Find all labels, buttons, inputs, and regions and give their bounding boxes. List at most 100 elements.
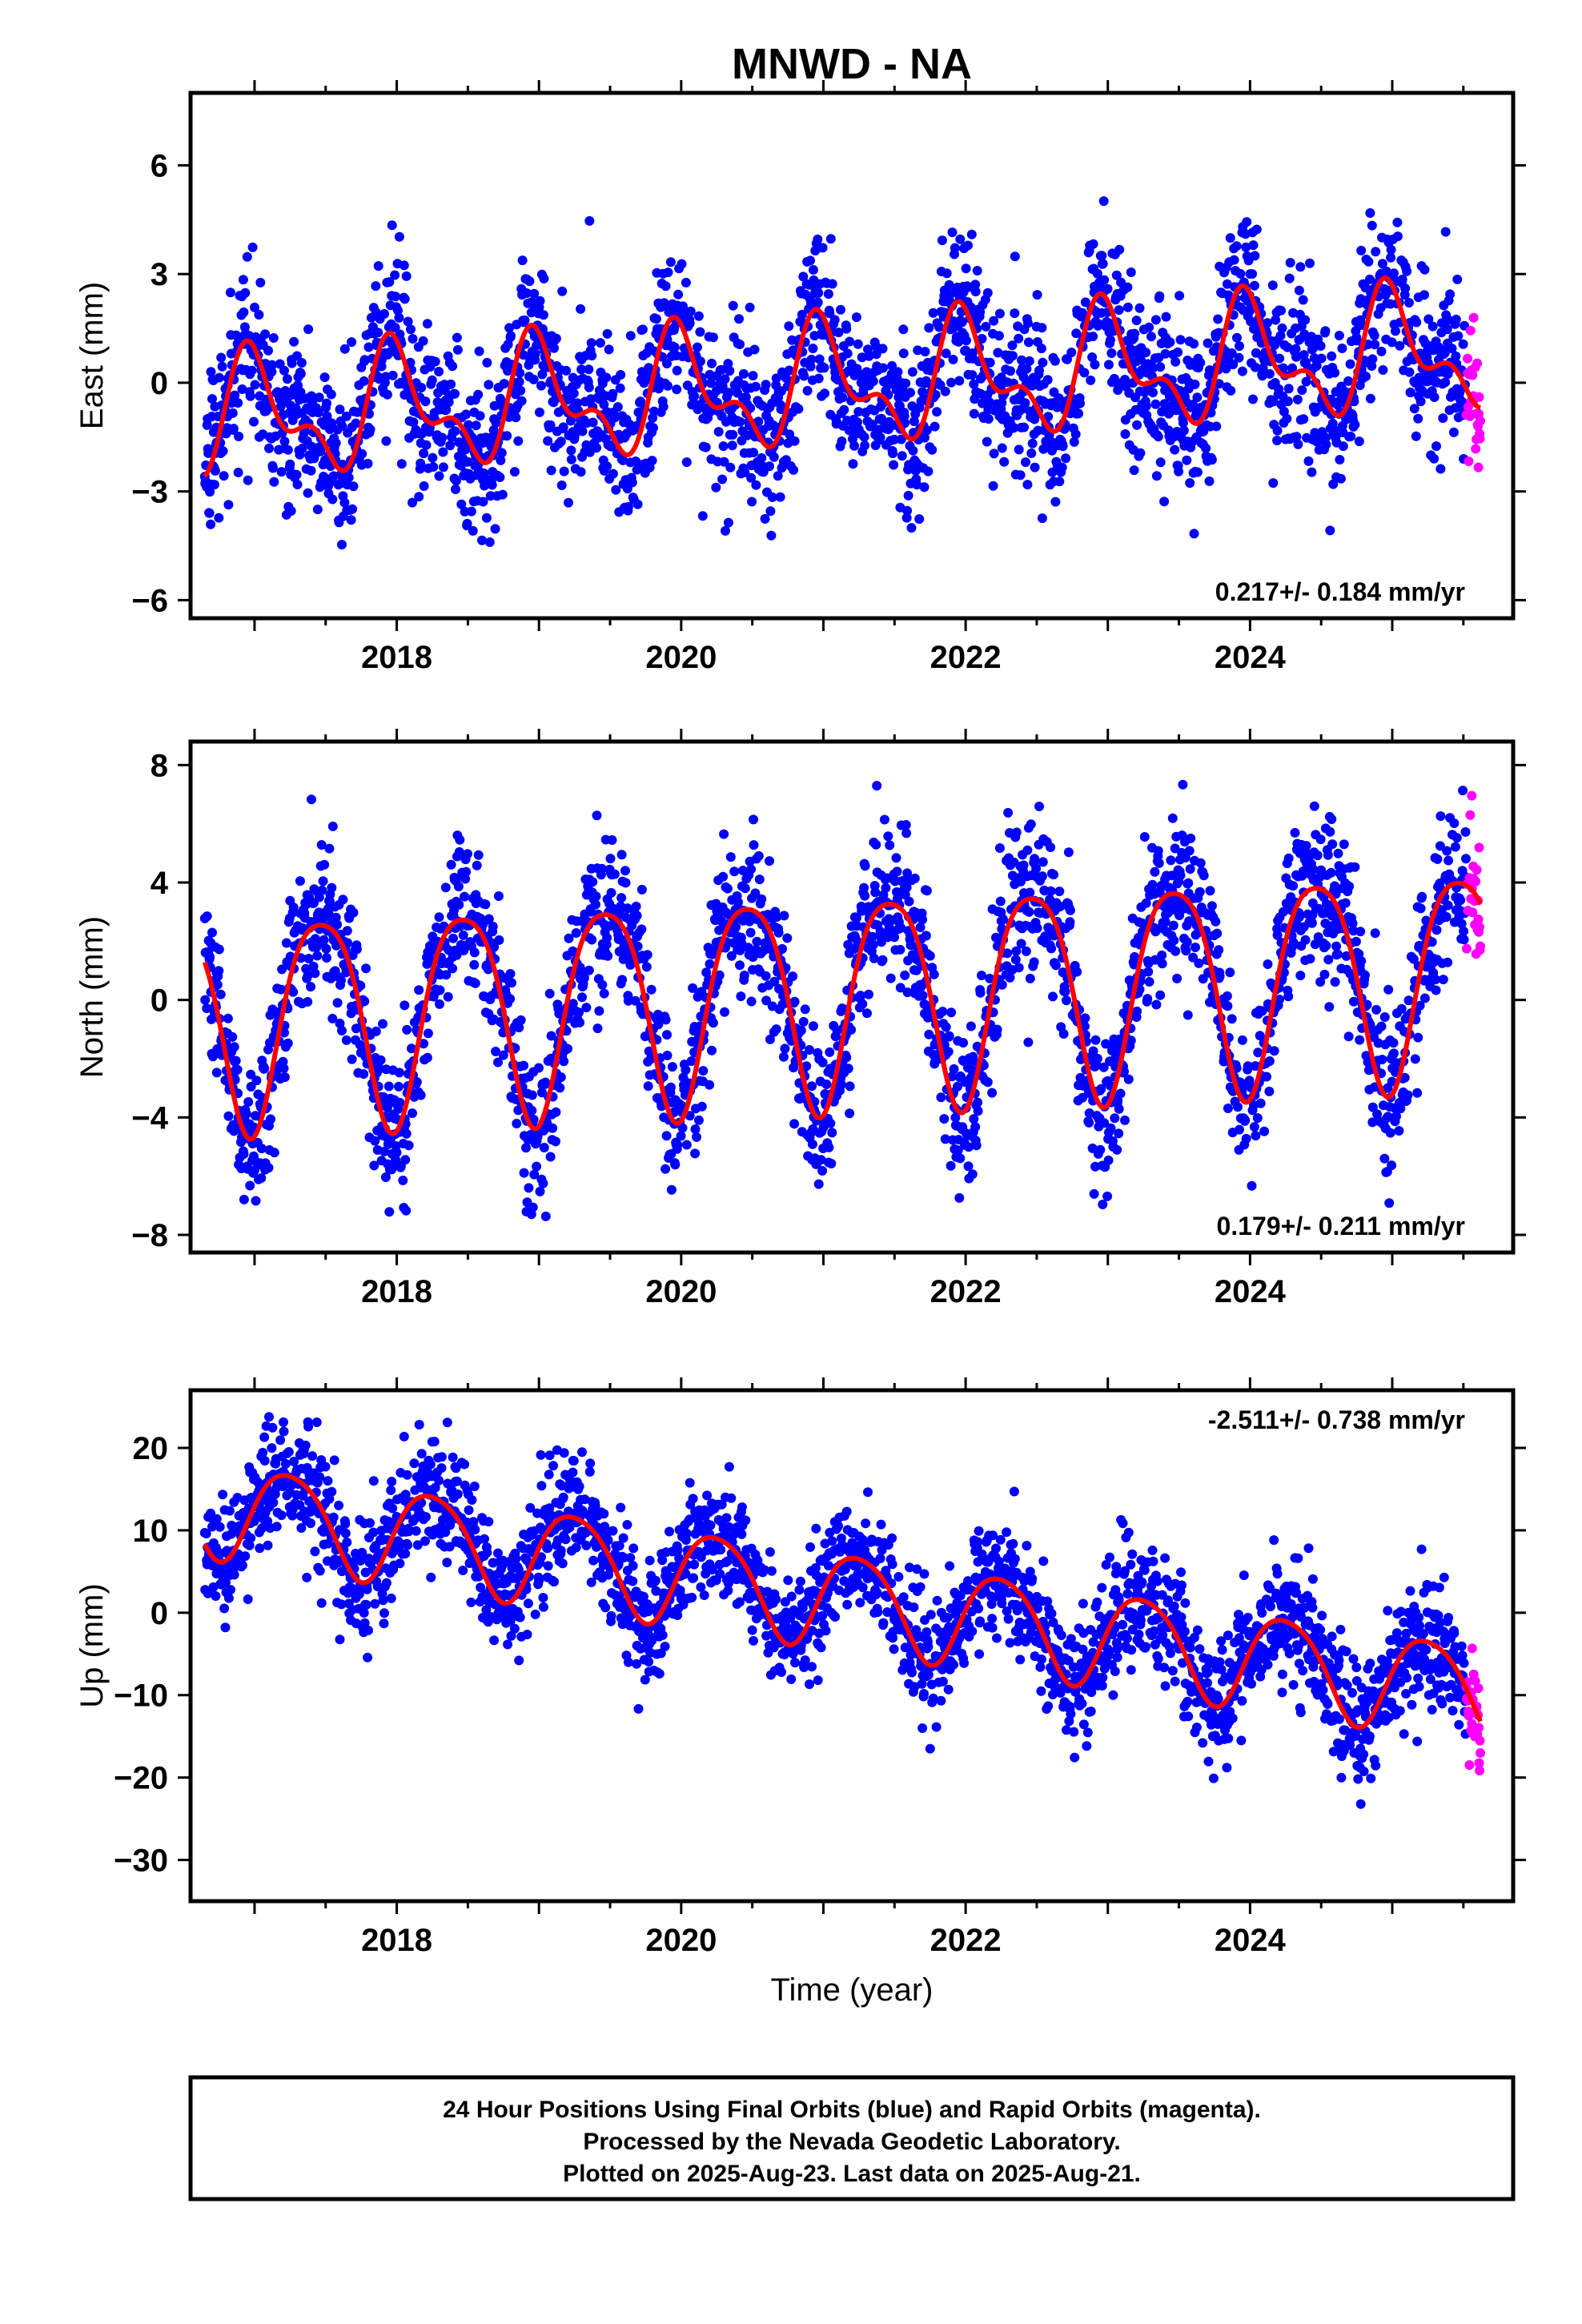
final-orbit-point: [448, 963, 458, 974]
final-orbit-point: [875, 432, 885, 443]
final-orbit-point: [327, 883, 337, 893]
final-orbit-point: [1097, 251, 1107, 261]
final-orbit-point: [1388, 1038, 1399, 1048]
final-orbit-point: [1376, 346, 1387, 356]
final-orbit-point: [494, 935, 504, 945]
final-orbit-point: [1361, 372, 1371, 381]
final-orbit-point: [967, 370, 978, 380]
final-orbit-point: [896, 923, 906, 933]
final-orbit-point: [584, 215, 595, 226]
final-orbit-point: [276, 984, 287, 995]
final-orbit-point: [1155, 990, 1166, 1000]
final-orbit-point: [1016, 876, 1026, 887]
final-orbit-point: [825, 234, 836, 244]
final-orbit-point: [539, 273, 549, 283]
final-orbit-point: [735, 960, 745, 971]
final-orbit-point: [947, 227, 958, 238]
final-orbit-point: [939, 1114, 950, 1124]
final-orbit-point: [1387, 337, 1397, 348]
final-orbit-point: [823, 289, 833, 300]
final-orbit-point: [690, 1124, 701, 1134]
rapid-orbit-point: [1464, 456, 1474, 466]
final-orbit-point: [739, 971, 749, 980]
final-orbit-point: [825, 1047, 835, 1057]
final-orbit-point: [963, 1161, 974, 1172]
final-orbit-point: [1049, 870, 1058, 880]
final-orbit-point: [1377, 259, 1387, 269]
final-orbit-point: [928, 308, 938, 318]
final-orbit-point: [962, 336, 971, 346]
final-orbit-point: [422, 1052, 432, 1063]
final-orbit-point: [1151, 999, 1162, 1010]
final-orbit-point: [1014, 963, 1024, 973]
final-orbit-point: [535, 407, 544, 417]
final-orbit-point: [1267, 280, 1278, 291]
final-orbit-point: [568, 388, 579, 399]
final-orbit-point: [1148, 363, 1158, 373]
final-orbit-point: [297, 443, 307, 453]
final-orbit-point: [1120, 429, 1130, 439]
final-orbit-point: [435, 985, 445, 995]
final-orbit-point: [1007, 340, 1018, 351]
final-orbit-point: [745, 927, 756, 938]
final-orbit-point: [662, 1051, 673, 1060]
final-orbit-point: [419, 448, 429, 459]
final-orbit-point: [1026, 819, 1036, 830]
final-orbit-point: [1291, 344, 1301, 354]
final-orbit-point: [681, 1065, 691, 1076]
final-orbit-point: [647, 456, 657, 466]
final-orbit-point: [977, 334, 987, 344]
rapid-orbit-point: [1472, 358, 1483, 368]
final-orbit-point: [637, 324, 648, 335]
final-orbit-point: [470, 978, 480, 988]
final-orbit-point: [899, 411, 909, 421]
final-orbit-point: [1201, 443, 1211, 453]
final-orbit-point: [1321, 440, 1331, 450]
final-orbit-point: [1283, 384, 1294, 394]
final-orbit-point: [584, 965, 594, 975]
final-orbit-point: [584, 382, 594, 392]
final-orbit-point: [1429, 453, 1439, 464]
final-orbit-point: [310, 968, 320, 979]
final-orbit-point: [310, 934, 320, 944]
final-orbit-point: [211, 1068, 222, 1078]
final-orbit-point: [237, 384, 247, 394]
final-orbit-point: [994, 843, 1005, 853]
final-orbit-point: [1225, 233, 1235, 243]
final-orbit-point: [999, 456, 1010, 467]
final-orbit-point: [1290, 827, 1300, 838]
final-orbit-point: [489, 942, 500, 952]
final-orbit-point: [1271, 315, 1281, 325]
final-orbit-point: [1343, 1031, 1354, 1042]
final-orbit-point: [540, 1077, 551, 1088]
final-orbit-point: [623, 995, 633, 1006]
final-orbit-point: [406, 324, 416, 335]
final-orbit-point: [347, 504, 358, 514]
final-orbit-point: [1174, 291, 1185, 301]
final-orbit-point: [450, 388, 460, 399]
final-orbit-point: [379, 309, 389, 319]
final-orbit-point: [1379, 1153, 1390, 1164]
final-orbit-point: [1175, 335, 1186, 345]
final-orbit-point: [697, 511, 708, 521]
final-orbit-point: [1098, 196, 1109, 207]
final-orbit-point: [851, 913, 861, 923]
final-orbit-point: [879, 814, 889, 825]
final-orbit-point: [718, 441, 729, 452]
final-orbit-point: [1257, 371, 1267, 381]
final-orbit-point: [1331, 941, 1342, 951]
final-orbit-point: [813, 287, 824, 298]
final-orbit-point: [1173, 347, 1183, 357]
final-orbit-point: [643, 1081, 653, 1092]
final-orbit-point: [373, 261, 383, 271]
final-orbit-point: [378, 1019, 387, 1029]
final-orbit-point: [771, 1024, 781, 1035]
final-orbit-point: [1340, 898, 1351, 908]
final-orbit-point: [250, 380, 260, 390]
final-orbit-point: [1010, 251, 1020, 262]
final-orbit-point: [692, 1132, 701, 1142]
final-orbit-point: [223, 1111, 234, 1121]
final-orbit-point: [1305, 954, 1315, 964]
final-orbit-point: [826, 1159, 837, 1168]
